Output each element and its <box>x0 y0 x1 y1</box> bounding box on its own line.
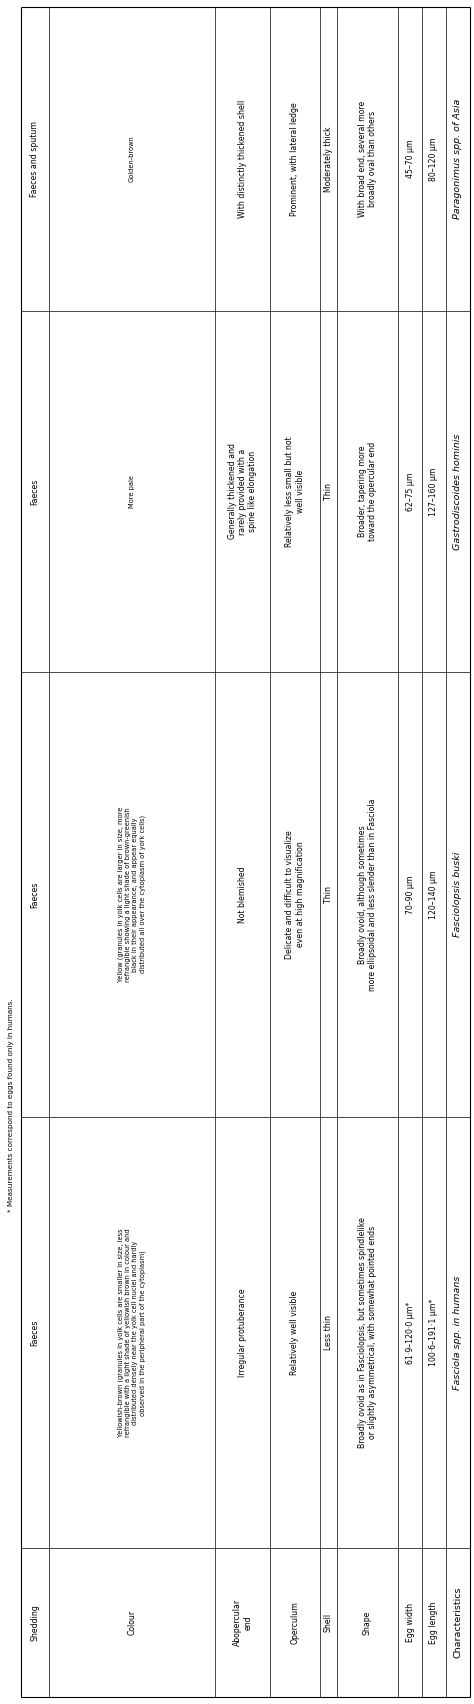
Text: Fasciolopsis buski: Fasciolopsis buski <box>453 852 462 937</box>
Text: Faeces: Faeces <box>30 881 39 908</box>
Text: Faeces: Faeces <box>30 1319 39 1346</box>
Text: Relatively less small but not
well visible: Relatively less small but not well visib… <box>285 436 305 547</box>
Text: Colour: Colour <box>127 1610 136 1636</box>
Text: Egg length: Egg length <box>429 1602 438 1644</box>
Text: Broadly ovoid as in Fasciolopsis, but sometimes spindlelike
or slightly asymmetr: Broadly ovoid as in Fasciolopsis, but so… <box>358 1217 377 1448</box>
Text: 61·9–120·0 μm*: 61·9–120·0 μm* <box>406 1302 415 1363</box>
Text: Generally thickened and
rarely provided with a
spine like elongation: Generally thickened and rarely provided … <box>228 443 257 540</box>
Text: 62–75 μm: 62–75 μm <box>406 472 415 511</box>
Text: Relatively well visible: Relatively well visible <box>291 1290 300 1375</box>
Text: Abopercular
end: Abopercular end <box>233 1598 252 1646</box>
Text: Prominent, with lateral ledge: Prominent, with lateral ledge <box>291 102 300 216</box>
Text: Not blemished: Not blemished <box>238 866 247 924</box>
Text: Golden-brown: Golden-brown <box>129 136 135 182</box>
Text: Moderately thick: Moderately thick <box>324 126 333 193</box>
Text: Yellowish-brown (granules in yolk cells are smaller in size, less
refrangible wi: Yellowish-brown (granules in yolk cells … <box>118 1229 146 1436</box>
Text: Shape: Shape <box>363 1610 372 1634</box>
Text: 100·6–191·1 μm*: 100·6–191·1 μm* <box>429 1298 438 1367</box>
Text: Fasciola spp. in humans: Fasciola spp. in humans <box>453 1276 462 1390</box>
Text: Paragonimus spp. of Asia: Paragonimus spp. of Asia <box>453 99 462 220</box>
Text: Egg width: Egg width <box>406 1603 415 1643</box>
Text: 80–120 μm: 80–120 μm <box>429 138 438 181</box>
Text: Gastrodiscoides hominis: Gastrodiscoides hominis <box>453 433 462 550</box>
Text: Faeces and sputum: Faeces and sputum <box>30 121 39 198</box>
Text: Operculum: Operculum <box>291 1602 300 1644</box>
Text: Broadly ovoid, although sometimes
more ellipsoidal and less slender than in Fasc: Broadly ovoid, although sometimes more e… <box>358 797 377 990</box>
Text: Irregular protuberance: Irregular protuberance <box>238 1288 247 1377</box>
Text: Delicate and difficult to visualize
even at high magnification: Delicate and difficult to visualize even… <box>285 830 305 959</box>
Text: Less thin: Less thin <box>324 1315 333 1350</box>
Text: Broader, tapering more
toward the opercular end: Broader, tapering more toward the opercu… <box>358 441 377 542</box>
Text: 127–160 μm: 127–160 μm <box>429 467 438 516</box>
Text: * Measurements correspond to eggs found only in humans.: * Measurements correspond to eggs found … <box>8 999 14 1212</box>
Text: 120–140 μm: 120–140 μm <box>429 871 438 918</box>
Text: Yellow (granules in yolk cells are larger in size, more
refrangible showing a li: Yellow (granules in yolk cells are large… <box>118 806 146 982</box>
Text: 45–70 μm: 45–70 μm <box>406 140 415 179</box>
Text: Thin: Thin <box>324 886 333 903</box>
Text: Shell: Shell <box>324 1614 333 1632</box>
Text: Faeces: Faeces <box>30 479 39 504</box>
Text: Shedding: Shedding <box>30 1603 39 1641</box>
Text: Thin: Thin <box>324 482 333 499</box>
Text: 70–90 μm: 70–90 μm <box>406 876 415 913</box>
Text: With broad end, several more
broadly oval than others: With broad end, several more broadly ova… <box>358 101 377 216</box>
Text: Characteristics: Characteristics <box>453 1586 462 1658</box>
Text: With distinctly thickened shell: With distinctly thickened shell <box>238 101 247 218</box>
Text: More pale: More pale <box>129 475 135 508</box>
